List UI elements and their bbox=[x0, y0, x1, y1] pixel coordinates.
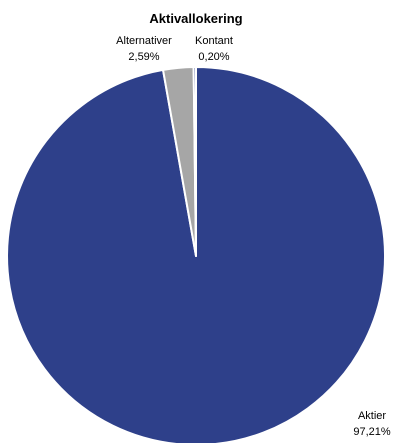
pie-slices bbox=[6, 65, 387, 443]
slice-label-value: 0,20% bbox=[198, 51, 229, 63]
slice-label-kontant: Kontant 0,20% bbox=[195, 35, 233, 63]
slice-label-value: 2,59% bbox=[128, 51, 159, 63]
slice-label-name: Kontant bbox=[195, 35, 233, 47]
slice-label-name: Aktier bbox=[358, 410, 386, 422]
pie-slice-kontant bbox=[192, 65, 197, 257]
chart-title: Aktivallokering bbox=[149, 11, 242, 26]
slice-label-aktier: Aktier 97,21% bbox=[353, 410, 391, 438]
slice-label-value: 97,21% bbox=[353, 426, 391, 438]
slice-label-alternativer: Alternativer 2,59% bbox=[116, 35, 172, 63]
slice-label-name: Alternativer bbox=[116, 35, 172, 47]
